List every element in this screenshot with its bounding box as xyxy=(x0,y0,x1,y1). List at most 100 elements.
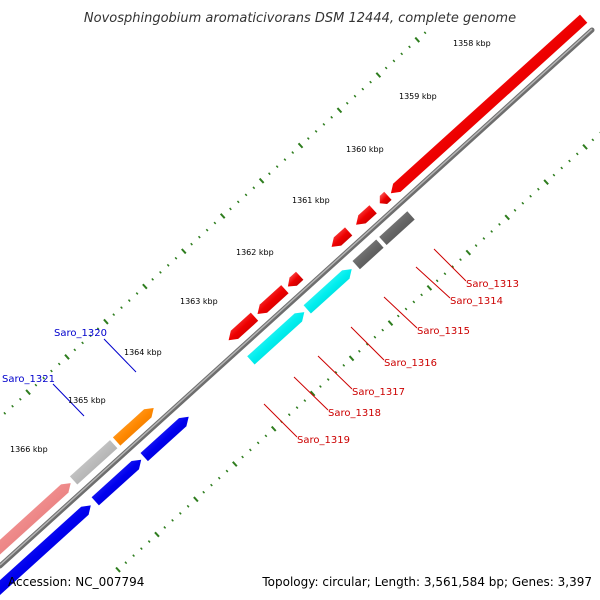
tick-mark xyxy=(217,476,221,480)
tick-mark xyxy=(171,519,174,522)
gene-saro-1319-arrow[interactable] xyxy=(228,312,259,341)
tick-mark xyxy=(283,158,287,162)
tick-mark xyxy=(396,314,400,318)
tick-mark xyxy=(392,59,396,63)
tick-mark xyxy=(57,362,61,366)
tick-mark xyxy=(381,328,385,332)
tick-mark xyxy=(166,263,170,267)
accession-text: Accession: NC_007794 xyxy=(8,575,144,589)
gene-gray-1[interactable] xyxy=(379,211,415,245)
gene-label-saro-1319[interactable]: Saro_1319 xyxy=(297,435,350,446)
tick-mark xyxy=(202,490,206,494)
tick-mark xyxy=(174,256,178,260)
leader-line xyxy=(383,296,418,329)
gene-saro-1320-arrow[interactable] xyxy=(112,408,154,446)
tick-mark xyxy=(140,547,143,550)
tick-mark xyxy=(504,214,510,221)
gene-gray-2[interactable] xyxy=(352,239,384,270)
tick-mark xyxy=(135,292,139,295)
tick-mark xyxy=(115,566,121,573)
gene-label-saro-1313[interactable]: Saro_1313 xyxy=(466,279,519,290)
tick-mark xyxy=(560,166,564,170)
tick-mark xyxy=(443,272,447,276)
tick-mark xyxy=(127,299,131,302)
tick-mark xyxy=(11,404,14,408)
gene-label-saro-1315[interactable]: Saro_1315 xyxy=(417,326,470,337)
tick-mark xyxy=(369,80,372,84)
tick-mark xyxy=(241,455,244,459)
gene-saro-1315-arrow[interactable] xyxy=(356,205,377,225)
tick-mark xyxy=(159,270,162,274)
gene-label-saro-1321[interactable]: Saro_1321 xyxy=(2,374,55,385)
tick-mark xyxy=(291,151,295,154)
gene-label-saro-1318[interactable]: Saro_1318 xyxy=(328,408,381,419)
tick-mark xyxy=(353,94,357,98)
tick-mark xyxy=(264,434,268,438)
tick-mark xyxy=(73,348,77,352)
tick-mark xyxy=(112,313,116,317)
kbp-label-1360: 1360 kbp xyxy=(346,145,384,154)
tick-mark xyxy=(482,237,486,240)
tick-mark xyxy=(303,399,307,402)
tick-mark xyxy=(151,278,154,281)
tick-mark xyxy=(193,496,199,503)
tick-mark xyxy=(326,378,330,381)
gene-features xyxy=(0,14,588,596)
tick-mark xyxy=(529,194,532,198)
tick-mark xyxy=(229,207,232,211)
tick-mark xyxy=(414,36,421,43)
kbp-label-1364: 1364 kbp xyxy=(124,348,162,357)
gene-blue-3[interactable] xyxy=(0,505,91,596)
gene-label-saro-1314[interactable]: Saro_1314 xyxy=(450,296,503,307)
tick-mark xyxy=(270,425,277,432)
tick-mark xyxy=(465,249,472,256)
tick-mark xyxy=(197,235,201,239)
tick-mark xyxy=(219,213,226,219)
tick-mark xyxy=(297,142,304,149)
tick-mark xyxy=(513,208,517,212)
gene-saro-1314-arrow[interactable] xyxy=(379,191,392,204)
gene-label-saro-1317[interactable]: Saro_1317 xyxy=(352,387,405,398)
tick-mark xyxy=(420,293,423,297)
leader-line xyxy=(52,383,85,417)
tick-mark xyxy=(249,448,252,452)
leader-line xyxy=(293,376,329,411)
tick-mark xyxy=(322,122,326,126)
tick-mark xyxy=(213,221,217,225)
gene-saro-1318-arrow[interactable] xyxy=(257,285,289,314)
gene-saro-1321-bar[interactable] xyxy=(69,440,118,485)
tick-mark xyxy=(582,144,588,150)
gene-pink-1[interactable] xyxy=(0,483,71,573)
tick-mark xyxy=(34,383,38,387)
genome-summary-text: Topology: circular; Length: 3,561,584 bp… xyxy=(261,575,592,589)
gene-saro-1316-arrow[interactable] xyxy=(331,227,353,247)
gene-cyan-2[interactable] xyxy=(247,312,305,365)
tick-mark xyxy=(64,354,70,360)
kbp-label-1363: 1363 kbp xyxy=(180,297,218,306)
tick-mark xyxy=(568,159,571,163)
kbp-label-1366: 1366 kbp xyxy=(10,445,48,454)
gene-label-saro-1320[interactable]: Saro_1320 xyxy=(54,328,107,339)
tick-mark xyxy=(521,201,525,205)
tick-mark xyxy=(373,335,377,339)
gene-blue-1[interactable] xyxy=(140,416,189,462)
gene-cyan-1[interactable] xyxy=(303,269,352,314)
tick-mark xyxy=(132,554,135,558)
tick-mark xyxy=(181,248,187,255)
leader-line xyxy=(103,338,137,373)
tick-mark xyxy=(147,540,151,543)
tick-mark xyxy=(408,45,411,49)
tick-mark xyxy=(210,483,213,487)
gene-saro-1317-arrow[interactable] xyxy=(287,271,304,287)
leader-line xyxy=(415,266,451,299)
kbp-label-1362: 1362 kbp xyxy=(236,248,274,257)
gene-blue-2[interactable] xyxy=(91,459,142,506)
tick-mark xyxy=(225,469,229,473)
tick-mark xyxy=(258,177,265,184)
gene-label-saro-1316[interactable]: Saro_1316 xyxy=(384,358,437,369)
tick-mark xyxy=(330,115,334,119)
tick-mark xyxy=(498,223,501,226)
gene-saro-1313-arrow[interactable] xyxy=(390,14,588,194)
tick-mark xyxy=(591,138,595,142)
tick-mark xyxy=(348,355,355,362)
